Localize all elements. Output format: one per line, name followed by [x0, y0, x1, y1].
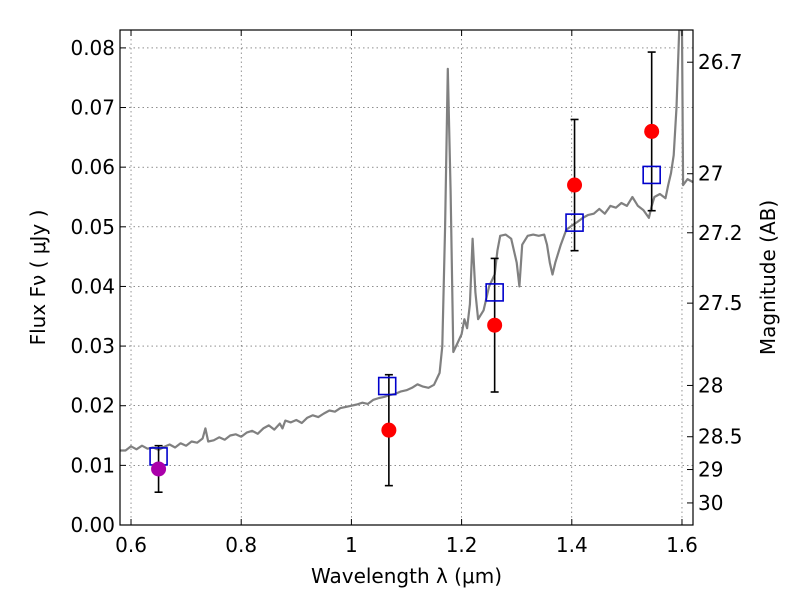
y-tick-label: 0.04 — [70, 274, 115, 298]
y-tick-label: 0.01 — [70, 453, 115, 477]
x-tick-label: 0.8 — [225, 533, 257, 557]
model-photometry-square — [377, 376, 397, 396]
x-tick-label: 1 — [345, 533, 358, 557]
model-photometry-square — [642, 165, 661, 185]
model-spectrum-line — [120, 30, 693, 452]
y2-tick-label: 29 — [698, 458, 723, 482]
y-tick-label: 0.08 — [70, 36, 115, 60]
y-tick-label: 0.05 — [70, 215, 115, 239]
model-photometry-square — [485, 283, 504, 302]
observed-point — [567, 177, 583, 193]
y-tick-label: 0.03 — [70, 334, 115, 358]
y-tick-label: 0.02 — [70, 394, 115, 418]
observed-point — [381, 422, 397, 438]
x-tick-label: 1.4 — [556, 533, 588, 557]
y2-axis-label: Magnitude (AB) — [756, 200, 780, 355]
plot-area — [120, 30, 693, 493]
y2-tick-label: 28.5 — [698, 425, 743, 449]
axes-frame — [119, 29, 694, 526]
observed-point — [644, 123, 660, 139]
ticks: 0.6 0.8 1 1.2 1.4 1.6 0.00 0.01 0.02 0.03 0.04 0.05… — [70, 30, 743, 557]
x-tick-label: 1.2 — [446, 533, 478, 557]
y2-tick-label: 28 — [698, 373, 723, 397]
x-axis-label: Wavelength λ (μm) — [311, 564, 502, 588]
y-tick-label: 0.06 — [70, 155, 115, 179]
observed-point — [487, 317, 503, 333]
x-tick-label: 0.6 — [115, 533, 147, 557]
y2-tick-label: 27.2 — [698, 221, 743, 245]
model-photometry-square — [565, 213, 584, 232]
y2-tick-label: 26.7 — [698, 50, 743, 74]
y-tick-label: 0.07 — [70, 96, 115, 120]
grid — [120, 30, 693, 526]
y2-tick-label: 27 — [698, 162, 723, 186]
y-tick-label: 0.00 — [70, 513, 115, 537]
x-tick-label: 1.6 — [666, 533, 698, 557]
observed-point — [151, 461, 167, 477]
y-axis-label: Flux Fν ( μJy ) — [26, 210, 50, 346]
y2-tick-label: 27.5 — [698, 291, 743, 315]
y2-tick-label: 30 — [698, 491, 723, 515]
